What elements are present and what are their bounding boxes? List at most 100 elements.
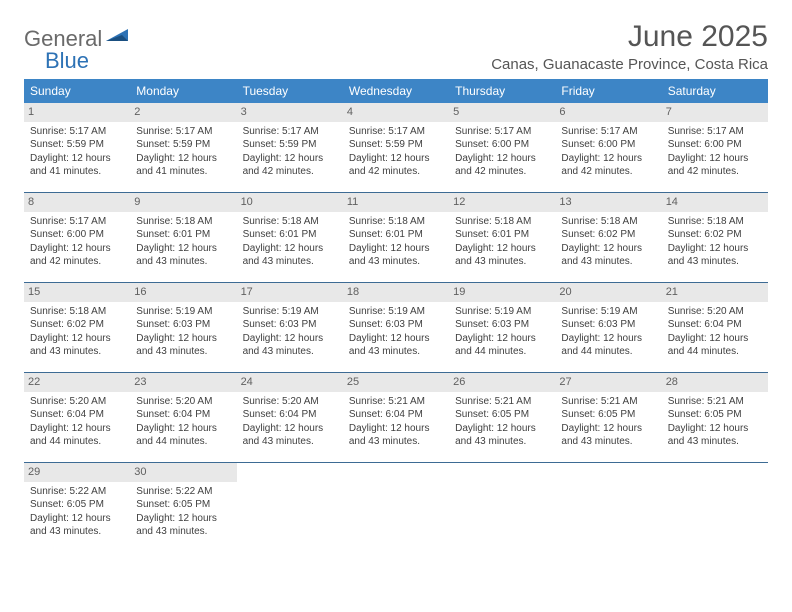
daylight-text: Daylight: 12 hours and 42 minutes. <box>349 152 443 179</box>
sunset-text: Sunset: 6:05 PM <box>30 498 124 512</box>
sunset-text: Sunset: 6:01 PM <box>243 228 337 242</box>
daylight-text: Daylight: 12 hours and 44 minutes. <box>561 332 655 359</box>
calendar-day-cell: 23Sunrise: 5:20 AMSunset: 6:04 PMDayligh… <box>130 373 236 463</box>
day-number: 19 <box>449 283 555 302</box>
day-number: 13 <box>555 193 661 212</box>
sunset-text: Sunset: 6:01 PM <box>455 228 549 242</box>
sunrise-text: Sunrise: 5:17 AM <box>349 125 443 139</box>
daylight-text: Daylight: 12 hours and 44 minutes. <box>30 422 124 449</box>
daylight-text: Daylight: 12 hours and 43 minutes. <box>243 332 337 359</box>
sunset-text: Sunset: 6:04 PM <box>30 408 124 422</box>
sunset-text: Sunset: 6:00 PM <box>668 138 762 152</box>
sunset-text: Sunset: 6:02 PM <box>30 318 124 332</box>
day-number: 23 <box>130 373 236 392</box>
calendar-day-cell <box>555 463 661 553</box>
day-number: 22 <box>24 373 130 392</box>
calendar-day-cell: 7Sunrise: 5:17 AMSunset: 6:00 PMDaylight… <box>662 103 768 193</box>
calendar-day-cell: 17 Sunrise: 5:19 AMSunset: 6:03 PMDayligh… <box>237 283 343 373</box>
day-number: 5 <box>449 103 555 122</box>
calendar-week-row: 15Sunrise: 5:18 AMSunset: 6:02 PMDayligh… <box>24 283 768 373</box>
sunset-text: Sunset: 5:59 PM <box>136 138 230 152</box>
calendar-table: Sunday Monday Tuesday Wednesday Thursday… <box>24 79 768 552</box>
day-number: 30 <box>130 463 236 482</box>
sunset-text: Sunset: 5:59 PM <box>30 138 124 152</box>
day-number: 26 <box>449 373 555 392</box>
daylight-text: Daylight: 12 hours and 43 minutes. <box>349 242 443 269</box>
title-block: June 2025 Canas, Guanacaste Province, Co… <box>491 20 768 73</box>
calendar-day-cell: 15Sunrise: 5:18 AMSunset: 6:02 PMDayligh… <box>24 283 130 373</box>
calendar-day-cell: 2Sunrise: 5:17 AMSunset: 5:59 PMDaylight… <box>130 103 236 193</box>
sunrise-text: Sunrise: 5:17 AM <box>30 125 124 139</box>
day-number: 3 <box>237 103 343 122</box>
daylight-text: Daylight: 12 hours and 43 minutes. <box>30 332 124 359</box>
daylight-text: Daylight: 12 hours and 43 minutes. <box>668 242 762 269</box>
sunrise-text: Sunrise: 5:17 AM <box>136 125 230 139</box>
sunset-text: Sunset: 6:02 PM <box>561 228 655 242</box>
calendar-day-cell: 26 Sunrise: 5:21 AMSunset: 6:05 PMDayligh… <box>449 373 555 463</box>
day-number: 9 <box>130 193 236 212</box>
sunrise-text: Sunrise: 5:22 AM <box>136 485 230 499</box>
calendar-day-cell: 9 Sunrise: 5:18 AMSunset: 6:01 PMDaylight… <box>130 193 236 283</box>
sunrise-text: Sunrise: 5:17 AM <box>561 125 655 139</box>
location-label: Canas, Guanacaste Province, Costa Rica <box>491 56 768 73</box>
calendar-day-cell <box>662 463 768 553</box>
sunset-text: Sunset: 6:03 PM <box>561 318 655 332</box>
sunrise-text: Sunrise: 5:21 AM <box>455 395 549 409</box>
calendar-day-cell: 10Sunrise: 5:18 AMSunset: 6:01 PMDayligh… <box>237 193 343 283</box>
sunrise-text: Sunrise: 5:18 AM <box>136 215 230 229</box>
sunrise-text: Sunrise: 5:19 AM <box>561 305 655 319</box>
sunrise-text: Sunrise: 5:17 AM <box>243 125 337 139</box>
daylight-text: Daylight: 12 hours and 43 minutes. <box>349 332 443 359</box>
sunrise-text: Sunrise: 5:18 AM <box>561 215 655 229</box>
calendar-day-cell: 28Sunrise: 5:21 AMSunset: 6:05 PMDayligh… <box>662 373 768 463</box>
day-number: 25 <box>343 373 449 392</box>
calendar-day-cell: 19Sunrise: 5:19 AMSunset: 6:03 PMDayligh… <box>449 283 555 373</box>
sunset-text: Sunset: 6:01 PM <box>136 228 230 242</box>
daylight-text: Daylight: 12 hours and 42 minutes. <box>30 242 124 269</box>
sunrise-text: Sunrise: 5:20 AM <box>30 395 124 409</box>
sunset-text: Sunset: 6:03 PM <box>243 318 337 332</box>
daylight-text: Daylight: 12 hours and 44 minutes. <box>136 422 230 449</box>
daylight-text: Daylight: 12 hours and 43 minutes. <box>561 242 655 269</box>
sunset-text: Sunset: 6:02 PM <box>668 228 762 242</box>
sunrise-text: Sunrise: 5:19 AM <box>243 305 337 319</box>
calendar-day-cell <box>449 463 555 553</box>
calendar-day-cell: 3Sunrise: 5:17 AMSunset: 5:59 PMDaylight… <box>237 103 343 193</box>
day-number: 18 <box>343 283 449 302</box>
weekday-header: Monday <box>130 79 236 103</box>
sunrise-text: Sunrise: 5:21 AM <box>349 395 443 409</box>
daylight-text: Daylight: 12 hours and 43 minutes. <box>455 242 549 269</box>
sunset-text: Sunset: 6:04 PM <box>136 408 230 422</box>
day-number: 17 <box>237 283 343 302</box>
calendar-day-cell: 16Sunrise: 5:19 AMSunset: 6:03 PMDayligh… <box>130 283 236 373</box>
sunset-text: Sunset: 6:00 PM <box>30 228 124 242</box>
daylight-text: Daylight: 12 hours and 43 minutes. <box>455 422 549 449</box>
calendar-day-cell: 11Sunrise: 5:18 AMSunset: 6:01 PMDayligh… <box>343 193 449 283</box>
weekday-header: Tuesday <box>237 79 343 103</box>
day-number: 7 <box>662 103 768 122</box>
calendar-day-cell: 22 Sunrise: 5:20 AMSunset: 6:04 PMDayligh… <box>24 373 130 463</box>
sunrise-text: Sunrise: 5:20 AM <box>668 305 762 319</box>
daylight-text: Daylight: 12 hours and 43 minutes. <box>30 512 124 539</box>
day-number: 6 <box>555 103 661 122</box>
sunset-text: Sunset: 6:05 PM <box>455 408 549 422</box>
sunrise-text: Sunrise: 5:17 AM <box>30 215 124 229</box>
sunset-text: Sunset: 6:04 PM <box>243 408 337 422</box>
daylight-text: Daylight: 12 hours and 43 minutes. <box>349 422 443 449</box>
weekday-header-row: Sunday Monday Tuesday Wednesday Thursday… <box>24 79 768 103</box>
calendar-day-cell: 8Sunrise: 5:17 AMSunset: 6:00 PMDaylight… <box>24 193 130 283</box>
daylight-text: Daylight: 12 hours and 44 minutes. <box>455 332 549 359</box>
sunrise-text: Sunrise: 5:21 AM <box>668 395 762 409</box>
daylight-text: Daylight: 12 hours and 43 minutes. <box>136 242 230 269</box>
calendar-week-row: 29Sunrise: 5:22 AMSunset: 6:05 PMDayligh… <box>24 463 768 553</box>
sunset-text: Sunset: 5:59 PM <box>243 138 337 152</box>
day-number: 14 <box>662 193 768 212</box>
sunrise-text: Sunrise: 5:18 AM <box>349 215 443 229</box>
sunset-text: Sunset: 6:05 PM <box>561 408 655 422</box>
daylight-text: Daylight: 12 hours and 43 minutes. <box>243 422 337 449</box>
day-number: 21 <box>662 283 768 302</box>
calendar-day-cell <box>237 463 343 553</box>
calendar-page: General Blue June 2025 Canas, Guanacaste… <box>0 0 792 572</box>
sunset-text: Sunset: 5:59 PM <box>349 138 443 152</box>
sunrise-text: Sunrise: 5:19 AM <box>136 305 230 319</box>
